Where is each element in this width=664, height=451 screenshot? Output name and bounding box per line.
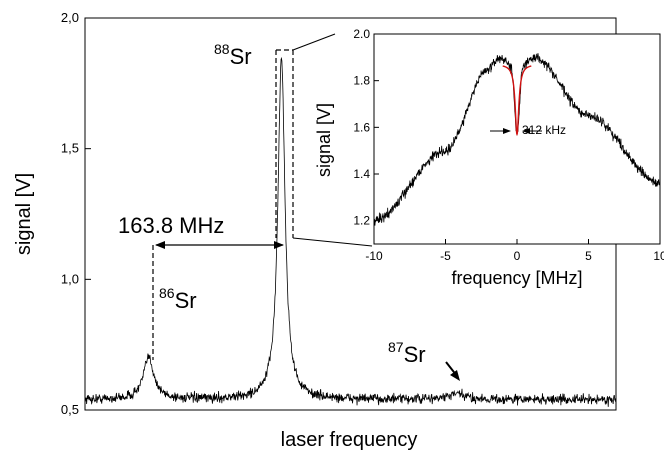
main-x-axis-label: laser frequency: [281, 429, 418, 451]
sr87-element: Sr: [404, 342, 426, 367]
main-y-axis-label: signal [V]: [13, 173, 35, 255]
inset-fit-line: [502, 65, 532, 136]
main-signal-trace: [84, 56, 617, 407]
inset-x-tick-label: -5: [440, 249, 451, 263]
inset-x-tick-label: 5: [585, 249, 592, 263]
inset-x-tick-label: 10: [653, 249, 664, 263]
inset-x-tick-label: 0: [514, 249, 521, 263]
inset-y-tick-label: 1.2: [353, 214, 370, 228]
linewidth-label: 312 kHz: [522, 123, 566, 137]
sr88-mass-number: 88: [214, 41, 230, 57]
main-y-tick-label: 0,5: [61, 402, 79, 417]
linewidth-arrows: [490, 128, 542, 134]
sr86-label: 86Sr: [159, 285, 197, 313]
sr86-mass-number: 86: [159, 285, 175, 301]
inset-fit-curve: [502, 65, 532, 136]
main-plot: 0,51,01,52,0 signal [V] laser frequency …: [13, 10, 617, 451]
inset-x-tick-label: -10: [365, 249, 383, 263]
main-y-tick-label: 2,0: [61, 10, 79, 25]
sr87-label: 87Sr: [388, 339, 426, 367]
inset-y-axis-label: signal [V]: [314, 103, 334, 177]
splitting-arrow: [155, 241, 284, 249]
sr88-element: Sr: [230, 44, 252, 69]
sr86-element: Sr: [175, 288, 197, 313]
splitting-label: 163.8 MHz: [118, 213, 224, 238]
inset-y-tick-label: 1.4: [353, 167, 370, 181]
inset-connector-bottom: [292, 237, 373, 247]
sr88-label: 88Sr: [214, 41, 252, 69]
inset-x-ticks: -10 -5 0 5 10: [365, 239, 664, 263]
inset-x-axis-label: frequency [MHz]: [451, 268, 582, 288]
main-y-tick-label: 1,0: [61, 271, 79, 286]
inset-background: [374, 34, 660, 244]
sr87-mass-number: 87: [388, 339, 404, 355]
main-y-ticks: 0,5 1,0 1,5 2,0: [61, 10, 91, 417]
inset-y-tick-label: 1.8: [353, 74, 370, 88]
main-trace-line: [84, 56, 617, 407]
inset-plot: -10 -5 0 5 10 1.2 1.4 1.6 1.8 2.0 signal [V] fre…: [314, 27, 664, 288]
inset-y-ticks: 1.2 1.4 1.6 1.8 2.0: [353, 27, 379, 228]
inset-y-tick-label: 1.6: [353, 120, 370, 134]
inset-connector-top: [292, 33, 336, 51]
sr87-arrow: [445, 361, 460, 381]
inset-y-tick-label: 2.0: [353, 27, 370, 41]
main-y-tick-label: 1,5: [61, 141, 79, 156]
